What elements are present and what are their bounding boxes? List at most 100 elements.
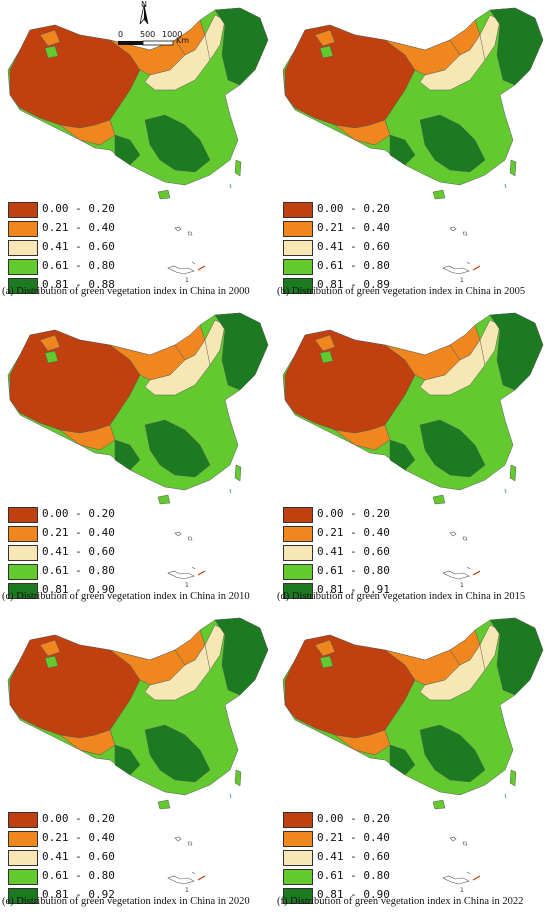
legend-label: 0.61 - 0.80 xyxy=(42,259,115,272)
region-high-south xyxy=(144,419,211,478)
region-beige-ne xyxy=(204,14,226,61)
legend-item: 0.61 - 0.80 xyxy=(283,867,403,885)
scale-bar: 0 500 1000 Km xyxy=(118,30,198,50)
china-vegetation-map xyxy=(282,7,544,200)
legend-item: 0.61 - 0.80 xyxy=(283,562,403,580)
legend-swatch xyxy=(283,888,313,904)
scale-unit: Km xyxy=(176,36,190,45)
region-beige-ne xyxy=(479,14,501,61)
legend-swatch xyxy=(283,202,313,218)
region-high-south xyxy=(419,419,486,478)
region-high-southwest xyxy=(389,439,416,471)
legend-swatch xyxy=(8,526,38,542)
legend-swatch xyxy=(283,869,313,885)
legend-item: 0.00 - 0.20 xyxy=(283,810,403,828)
map-panel-3: 1 0.00 - 0.20 0.21 - 0.40 0.41 - 0.60 0.… xyxy=(0,305,275,610)
legend-swatch xyxy=(283,583,313,599)
region-mid-pocket xyxy=(314,29,336,47)
region-low-west xyxy=(9,634,141,739)
north-label: N xyxy=(141,0,147,9)
region-taiwan xyxy=(234,464,242,482)
legend-label: 0.00 - 0.20 xyxy=(317,507,390,520)
svg-text:1: 1 xyxy=(460,887,464,894)
region-high-northeast xyxy=(214,312,269,391)
region-taiwan xyxy=(509,769,517,787)
south-sea-islands xyxy=(229,488,232,494)
region-mid-pocket xyxy=(39,29,61,47)
legend-swatch xyxy=(283,240,313,256)
svg-text:1: 1 xyxy=(185,887,189,894)
legend-item: 0.61 - 0.80 xyxy=(283,257,403,275)
legend-swatch xyxy=(283,545,313,561)
legend-swatch xyxy=(283,564,313,580)
legend-swatch xyxy=(283,507,313,523)
legend-item: 0.41 - 0.60 xyxy=(8,238,128,256)
legend-item: 0.61 - 0.80 xyxy=(8,562,128,580)
legend-swatch xyxy=(283,812,313,828)
region-green-pocket xyxy=(44,655,59,669)
legend-swatch xyxy=(8,202,38,218)
legend-label: 0.81 - 0.90 xyxy=(317,888,390,901)
scale-tick-2: 1000 xyxy=(162,30,183,39)
region-hainan xyxy=(432,799,446,810)
legend-item: 0.41 - 0.60 xyxy=(8,543,128,561)
legend-label: 0.21 - 0.40 xyxy=(317,831,390,844)
region-high-south xyxy=(419,724,486,783)
region-taiwan xyxy=(234,769,242,787)
region-low-west xyxy=(9,24,141,129)
legend-item: 0.21 - 0.40 xyxy=(283,219,403,237)
legend-label: 0.81 - 0.90 xyxy=(42,583,115,596)
legend-swatch xyxy=(283,526,313,542)
china-vegetation-map xyxy=(7,617,269,810)
region-high-northeast xyxy=(214,7,269,86)
legend-label: 0.21 - 0.40 xyxy=(317,221,390,234)
scale-tick-0: 0 xyxy=(118,30,124,39)
region-high-south xyxy=(144,114,211,173)
legend-label: 0.81 - 0.92 xyxy=(42,888,115,901)
map-panel-1: 1 0.00 - 0.20 0.21 - 0.40 0.41 - 0.60 0.… xyxy=(0,0,275,305)
legend-swatch xyxy=(8,545,38,561)
region-green-pocket xyxy=(44,350,59,364)
region-green-pocket xyxy=(319,45,334,59)
region-mid-pocket xyxy=(39,639,61,657)
legend-label: 0.41 - 0.60 xyxy=(42,240,115,253)
legend-label: 0.81 - 0.88 xyxy=(42,278,115,291)
north-arrow: N xyxy=(138,0,150,31)
region-high-southwest xyxy=(389,134,416,166)
legend-item: 0.21 - 0.40 xyxy=(8,219,128,237)
region-green-pocket xyxy=(44,45,59,59)
legend-item: 0.00 - 0.20 xyxy=(8,505,128,523)
legend-item: 0.81 - 0.88 xyxy=(8,276,128,294)
legend-item: 0.00 - 0.20 xyxy=(283,200,403,218)
svg-text:1: 1 xyxy=(460,277,464,284)
legend-swatch xyxy=(283,221,313,237)
legend-item: 0.41 - 0.60 xyxy=(8,848,128,866)
panel-caption: (c) Distribution of green vegetation ind… xyxy=(2,591,250,602)
legend-swatch xyxy=(8,507,38,523)
map-panel-5: 1 0.00 - 0.20 0.21 - 0.40 0.41 - 0.60 0.… xyxy=(0,610,275,915)
region-low-west xyxy=(284,329,416,434)
svg-text:1: 1 xyxy=(460,582,464,589)
legend-item: 0.81 - 0.91 xyxy=(283,581,403,599)
legend-swatch xyxy=(283,831,313,847)
legend-label: 0.00 - 0.20 xyxy=(317,202,390,215)
legend-label: 0.61 - 0.80 xyxy=(317,259,390,272)
legend-swatch xyxy=(8,564,38,580)
legend-label: 0.41 - 0.60 xyxy=(317,545,390,558)
region-taiwan xyxy=(234,159,242,177)
legend-label: 0.81 - 0.91 xyxy=(317,583,390,596)
legend-label: 0.41 - 0.60 xyxy=(42,850,115,863)
legend-item: 0.21 - 0.40 xyxy=(283,524,403,542)
legend-label: 0.21 - 0.40 xyxy=(42,831,115,844)
legend-item: 0.21 - 0.40 xyxy=(8,829,128,847)
legend-swatch xyxy=(283,850,313,866)
legend-item: 0.00 - 0.20 xyxy=(8,810,128,828)
region-low-west xyxy=(9,329,141,434)
panel-caption: (f) Distribution of green vegetation ind… xyxy=(277,896,524,907)
legend-swatch xyxy=(8,259,38,275)
svg-text:1: 1 xyxy=(185,582,189,589)
region-high-northeast xyxy=(214,617,269,696)
legend-label: 0.61 - 0.80 xyxy=(317,869,390,882)
legend-swatch xyxy=(8,221,38,237)
legend-item: 0.61 - 0.80 xyxy=(8,257,128,275)
